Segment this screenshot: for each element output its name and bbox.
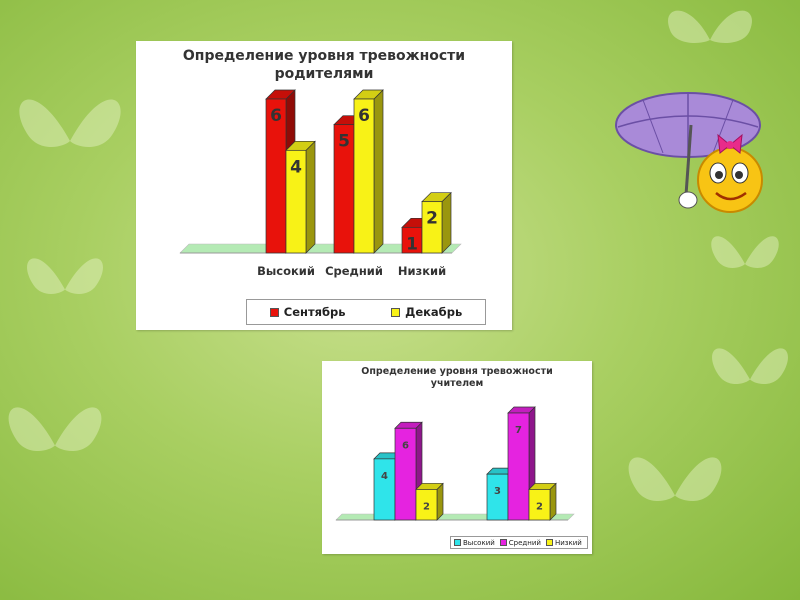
legend-swatch xyxy=(545,539,553,546)
teacher-chart-panel: Определение уровня тревожности учителем … xyxy=(322,361,592,554)
data-label: 2 xyxy=(423,501,430,512)
butterfly-icon xyxy=(27,258,103,294)
bar-december xyxy=(421,191,452,254)
butterfly-icon xyxy=(668,10,752,43)
data-label: 3 xyxy=(494,486,501,497)
data-label: 2 xyxy=(536,501,543,512)
data-label: 6 xyxy=(402,440,409,451)
legend-label: Средний xyxy=(508,538,541,547)
data-label: 4 xyxy=(381,471,388,482)
data-label: 5 xyxy=(338,132,350,152)
legend-label: Декабрь xyxy=(405,305,463,319)
data-label: 6 xyxy=(358,106,370,126)
category-label: Средний xyxy=(325,264,383,278)
legend-item-low: Низкий xyxy=(545,538,582,547)
category-label: Низкий xyxy=(398,264,446,278)
legend-label: Сентябрь xyxy=(283,305,346,319)
legend-label: Высокий xyxy=(463,538,495,547)
legend-swatch xyxy=(454,539,461,546)
legend-swatch xyxy=(391,307,401,317)
smiley-umbrella-icon xyxy=(615,92,763,213)
bar-low xyxy=(528,482,557,521)
bar-december xyxy=(285,140,316,254)
bar-low xyxy=(415,482,444,521)
butterfly-icon xyxy=(8,407,102,451)
bar-december xyxy=(353,89,384,254)
legend-swatch xyxy=(269,307,279,317)
data-label: 7 xyxy=(515,425,522,436)
chart-title: Определение уровня тревожности учителем xyxy=(361,366,553,389)
legend-item-high: Высокий xyxy=(454,539,495,547)
data-label: 2 xyxy=(426,209,438,229)
legend-label: Низкий xyxy=(554,538,582,547)
data-label: 1 xyxy=(406,234,418,254)
butterfly-icon xyxy=(712,348,788,384)
teacher-chart-plot: 4 6 2 3 7 2 xyxy=(335,406,575,521)
butterfly-icon xyxy=(19,99,121,147)
chart-title: Определение уровня тревожности родителям… xyxy=(182,48,466,82)
data-label: 4 xyxy=(290,157,302,177)
butterfly-icon xyxy=(711,236,779,268)
data-label: 6 xyxy=(270,106,282,126)
butterfly-icon xyxy=(628,457,722,501)
parents-chart-panel: Определение уровня тревожности родителям… xyxy=(136,41,512,330)
category-label: Высокий xyxy=(257,264,315,278)
legend-swatch xyxy=(499,539,507,546)
chart-legend: Сентябрь Декабрь xyxy=(246,299,486,325)
legend-item-december: Декабрь xyxy=(391,305,462,319)
legend-item-september: Сентябрь xyxy=(269,305,346,319)
chart-legend: Высокий Средний Низкий xyxy=(450,536,588,549)
legend-item-medium: Средний xyxy=(499,538,541,547)
